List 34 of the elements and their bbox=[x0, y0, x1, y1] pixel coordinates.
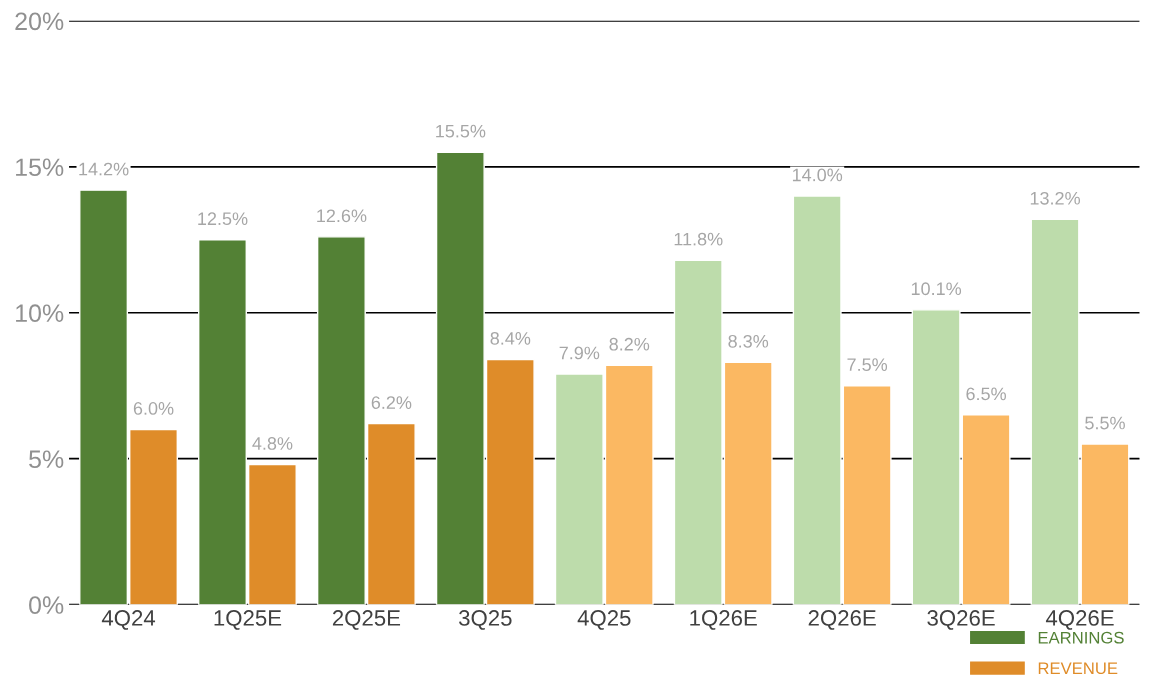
data-label: 10.1% bbox=[911, 282, 962, 296]
data-label: 6.0% bbox=[133, 402, 174, 415]
data-label: 12.5% bbox=[198, 212, 248, 226]
x-tick-label: 4Q25 bbox=[577, 610, 631, 630]
data-label: 6.2% bbox=[371, 396, 412, 409]
y-tick-label: 0% bbox=[29, 596, 64, 614]
x-tick-label: 1Q26E bbox=[690, 610, 757, 630]
x-tick-label: 2Q25E bbox=[332, 610, 401, 630]
data-label: 13.2% bbox=[1030, 191, 1080, 205]
data-label: 11.8% bbox=[674, 232, 723, 246]
data-label: 5.5% bbox=[1085, 416, 1125, 430]
x-tick-label: 4Q26E bbox=[1045, 610, 1114, 630]
data-label: 14.0% bbox=[792, 168, 843, 182]
data-label: 4.8% bbox=[252, 437, 293, 450]
y-tick-label: 5% bbox=[29, 450, 64, 468]
x-tick-label: 2Q26E bbox=[808, 610, 876, 630]
data-label: 6.5% bbox=[966, 387, 1006, 401]
y-tick-label: 20% bbox=[15, 12, 64, 31]
y-tick-label: 15% bbox=[16, 158, 64, 177]
data-label: 7.9% bbox=[559, 346, 600, 360]
data-label: 14.2% bbox=[79, 162, 129, 176]
x-tick-label: 4Q24 bbox=[101, 610, 156, 630]
legend-label: REVENUE bbox=[1038, 662, 1118, 675]
data-label: 8.2% bbox=[609, 337, 650, 351]
x-tick-label: 3Q26E bbox=[927, 610, 995, 630]
legend-label: EARNINGS bbox=[1038, 631, 1124, 644]
data-label: 8.4% bbox=[490, 331, 531, 345]
x-tick-label: 3Q25 bbox=[459, 610, 512, 630]
data-label: 7.5% bbox=[847, 358, 888, 372]
x-tick-label: 1Q25E bbox=[214, 610, 282, 630]
y-tick-label: 10% bbox=[16, 304, 64, 323]
data-label: 8.3% bbox=[728, 334, 769, 348]
data-label: 15.5% bbox=[436, 124, 486, 138]
data-label: 12.6% bbox=[317, 209, 367, 223]
